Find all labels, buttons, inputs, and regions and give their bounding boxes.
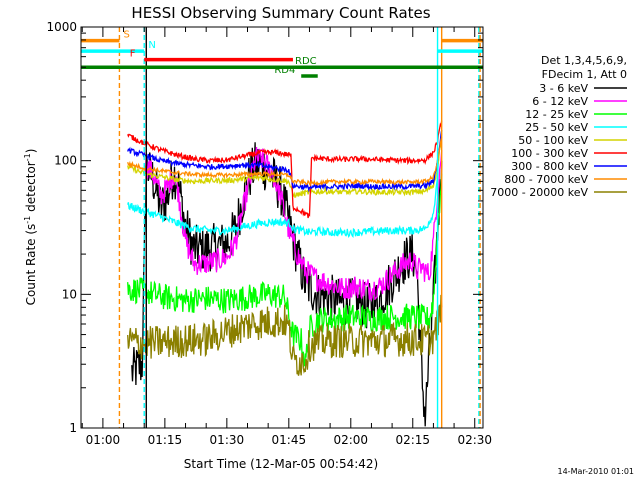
flag-label-rd4: RD4 — [274, 65, 295, 76]
series-line-4 — [127, 133, 443, 199]
series-line-0 — [131, 142, 443, 427]
footer-timestamp: 14-Mar-2010 01:01 — [558, 467, 635, 476]
legend-label-6: 300 - 800 keV — [511, 160, 588, 173]
legend-label-2: 12 - 25 keV — [525, 108, 588, 121]
series-line-1 — [144, 147, 443, 303]
x-axis-label: Start Time (12-Mar-05 00:54:42) — [184, 457, 378, 471]
legend-label-1: 6 - 12 keV — [532, 95, 588, 108]
series-layer — [127, 120, 443, 427]
y-tick-label-2: 100 — [54, 154, 77, 168]
y-tick-label-1: 10 — [62, 287, 77, 301]
vertical-markers — [118, 27, 481, 428]
legend: Det 1,3,4,5,6,9, FDecim 1, Att 0 3 - 6 k… — [490, 54, 627, 199]
legend-label-8: 7000 - 20000 keV — [490, 186, 588, 199]
series-line-3 — [127, 129, 443, 239]
x-tick-label-3: 01:45 — [272, 433, 307, 447]
y-label-part-3: ) — [24, 149, 38, 154]
legend-label-4: 50 - 100 keV — [518, 134, 588, 147]
x-tick-label-2: 01:30 — [210, 433, 245, 447]
y-axis-label: Count Rate (s-1 detector-1) — [23, 149, 38, 306]
flag-label-n: N — [148, 40, 155, 51]
legend-label-3: 25 - 50 keV — [525, 121, 588, 134]
series-line-8 — [127, 294, 443, 376]
plot-frame — [80, 26, 484, 429]
y-label-part-2: detector — [24, 161, 38, 216]
legend-label-0: 3 - 6 keV — [539, 82, 588, 95]
x-tick-label-5: 02:15 — [395, 433, 430, 447]
x-tick-label-1: 01:15 — [148, 433, 183, 447]
flag-label-f: F — [130, 49, 136, 60]
x-tick-label-4: 02:00 — [333, 433, 368, 447]
legend-label-7: 800 - 7000 keV — [504, 173, 588, 186]
y-label-part-1: Count Rate (s — [24, 224, 38, 306]
legend-label-5: 100 - 300 keV — [511, 147, 588, 160]
x-tick-label-0: 01:00 — [86, 433, 121, 447]
flag-label-s: S — [124, 30, 130, 41]
series-line-5 — [127, 120, 443, 219]
y-tick-label-0: 1 — [69, 421, 77, 435]
y-tick-label-3: 1000 — [46, 20, 77, 34]
legend-header-line-1: Det 1,3,4,5,6,9, — [541, 54, 627, 67]
legend-header-line-2: FDecim 1, Att 0 — [542, 68, 627, 81]
series-line-6 — [127, 129, 443, 193]
series-line-7 — [127, 136, 443, 187]
chart-title: HESSI Observing Summary Count Rates — [131, 4, 430, 22]
x-tick-label-6: 02:30 — [457, 433, 492, 447]
series-line-2 — [127, 173, 443, 368]
y-label-sup-1: -1 — [23, 216, 32, 224]
y-label-sup-2: -1 — [23, 153, 32, 161]
flag-label-rdc: RDC — [295, 56, 317, 67]
axes: 1 10 100 1000 01:00 01:15 01:30 01:45 02:00 02:15… — [46, 20, 492, 447]
